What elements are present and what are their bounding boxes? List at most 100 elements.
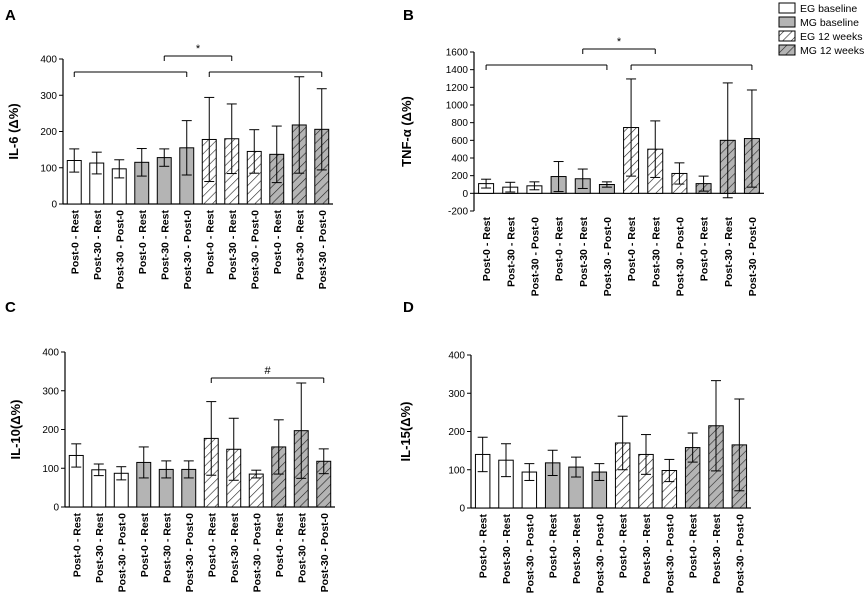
x-tick-label: Post-0 - Rest [548, 514, 560, 579]
x-tick-label: Post-0 - Rest [204, 210, 216, 275]
y-tick-label: 200 [40, 127, 57, 138]
y-tick-label: 800 [451, 118, 468, 129]
x-tick-label: Post-30 - Post-0 [114, 210, 126, 290]
y-tick-label: 400 [40, 55, 57, 66]
panel-letter: A [5, 7, 16, 24]
bar-fill [69, 455, 84, 507]
x-tick-label: Post-30 - Post-0 [116, 513, 128, 593]
x-tick-label: Post-30 - Post-0 [734, 514, 746, 594]
legend-label: MG baseline [800, 17, 859, 29]
bar-hatch [685, 447, 700, 508]
y-tick-label: 1200 [446, 83, 469, 94]
x-tick-label: Post-30 - Post-0 [251, 513, 263, 593]
bar-hatch [247, 151, 262, 204]
x-tick-label: Post-30 - Post-0 [317, 210, 329, 290]
x-tick-label: Post-30 - Rest [650, 217, 662, 288]
significance-marker: # [264, 365, 271, 377]
bar-hatch [615, 442, 630, 508]
x-tick-label: Post-30 - Rest [711, 514, 723, 585]
bar-fill [89, 163, 104, 204]
x-tick-label: Post-30 - Rest [294, 210, 306, 281]
y-tick-label: 100 [40, 163, 57, 174]
x-tick-label: Post-0 - Rest [139, 513, 151, 578]
x-tick-label: Post-30 - Rest [296, 513, 308, 584]
y-tick-label: 200 [448, 427, 465, 438]
y-tick-label: 400 [42, 348, 59, 359]
y-tick-label: -200 [448, 207, 468, 218]
x-tick-label: Post-30 - Post-0 [249, 210, 261, 290]
x-tick-label: Post-30 - Rest [159, 210, 171, 281]
x-tick-label: Post-30 - Post-0 [524, 514, 536, 594]
x-tick-label: Post-30 - Post-0 [184, 513, 196, 593]
bar-fill [475, 454, 490, 508]
bar-fill [67, 160, 82, 204]
x-tick-label: Post-30 - Rest [505, 217, 517, 288]
bar-hatch [316, 461, 331, 507]
chart-panel-C: C IL-10(Δ%) 0 100 200 300 400 Post-0 - Rest Post… [5, 299, 335, 592]
y-tick-label: 400 [451, 154, 468, 165]
legend-item: EG baseline [778, 2, 857, 15]
x-tick-label: Post-0 - Rest [137, 210, 149, 275]
x-tick-label: Post-0 - Rest [272, 210, 284, 275]
bar-fill [498, 460, 514, 508]
bar-fill [599, 184, 615, 194]
legend-item: MG 12 weeks [778, 44, 864, 57]
bar-hatch [662, 470, 677, 508]
bar-fill [592, 472, 607, 508]
significance-marker: * [196, 43, 201, 55]
x-tick-label: Post-30 - Rest [723, 217, 735, 288]
y-axis-label: TNF-α (Δ%) [399, 96, 414, 167]
y-tick-label: 0 [53, 503, 59, 514]
y-tick-label: 0 [462, 189, 468, 200]
significance-marker: * [617, 36, 622, 48]
bar-fill [159, 469, 174, 507]
bar-fill [157, 157, 172, 204]
x-tick-label: Post-30 - Post-0 [182, 210, 194, 290]
x-tick-label: Post-30 - Rest [94, 513, 106, 584]
legend-item: EG 12 weeks [778, 30, 862, 43]
x-tick-label: Post-30 - Post-0 [594, 514, 606, 594]
x-tick-label: Post-0 - Rest [626, 217, 638, 282]
y-tick-label: 1400 [446, 65, 469, 76]
x-tick-label: Post-0 - Rest [688, 514, 700, 579]
chart-panel-D: D IL-15(Δ%) 0 100 200 300 400 Post-0 - Rest Post… [398, 299, 751, 593]
x-tick-label: Post-0 - Rest [554, 217, 566, 282]
legend: EG baseline MG baseline EG 12 weeks MG 1… [778, 2, 864, 57]
x-tick-label: Post-0 - Rest [206, 513, 218, 578]
x-tick-label: Post-0 - Rest [71, 513, 83, 578]
y-tick-label: 1000 [446, 101, 469, 112]
x-tick-label: Post-30 - Rest [229, 513, 241, 584]
y-tick-label: 100 [42, 464, 59, 475]
y-tick-label: 0 [459, 504, 465, 515]
y-tick-label: 600 [451, 136, 468, 147]
bar-fill [522, 472, 537, 508]
legend-label: MG 12 weeks [800, 45, 864, 57]
x-tick-label: Post-0 - Rest [274, 513, 286, 578]
legend-label: EG baseline [800, 3, 857, 15]
y-tick-label: 100 [448, 465, 465, 476]
x-tick-label: Post-30 - Post-0 [529, 217, 541, 297]
bar-fill [181, 469, 196, 507]
bar-fill [114, 473, 129, 507]
x-tick-label: Post-30 - Rest [578, 217, 590, 288]
y-tick-label: 300 [42, 386, 59, 397]
x-tick-label: Post-0 - Rest [478, 514, 490, 579]
x-tick-label: Post-30 - Post-0 [319, 513, 331, 593]
y-tick-label: 300 [40, 91, 57, 102]
x-tick-label: Post-30 - Rest [641, 514, 653, 585]
x-tick-label: Post-0 - Rest [699, 217, 711, 282]
bar-fill [136, 462, 151, 507]
panel-letter: B [403, 7, 414, 24]
y-axis-label: IL-6 (Δ%) [6, 103, 21, 159]
bar-fill [134, 162, 149, 204]
x-tick-label: Post-30 - Post-0 [602, 217, 614, 297]
x-tick-label: Post-0 - Rest [618, 514, 630, 579]
x-tick-label: Post-30 - Post-0 [674, 217, 686, 297]
x-tick-label: Post-30 - Rest [227, 210, 239, 281]
y-tick-label: 400 [448, 351, 465, 362]
legend-label: EG 12 weeks [800, 31, 862, 43]
bar-hatch [638, 454, 654, 508]
bar-fill [545, 462, 560, 508]
panel-letter: C [5, 299, 16, 316]
